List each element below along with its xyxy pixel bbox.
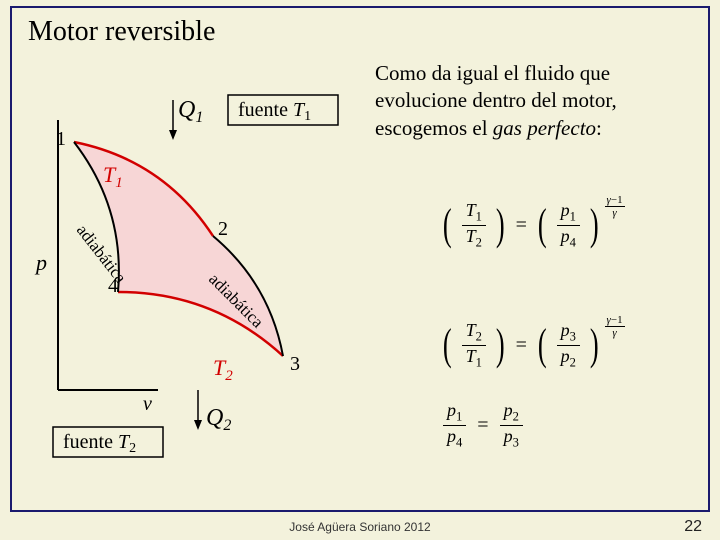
pv-diagram: fuente T1 Q1 T1 T2 adiabática adiabática… <box>28 60 378 430</box>
q1-label: Q1 <box>178 97 203 126</box>
body-text-em: gas perfecto <box>493 116 596 140</box>
fuente-t1-box: fuente T1 <box>228 95 338 125</box>
svg-text:fuente T2: fuente T2 <box>63 431 136 456</box>
body-text-post: : <box>596 116 602 140</box>
pt2-label: 2 <box>218 218 228 240</box>
pt4-label: 4 <box>108 275 118 297</box>
t2-label: T2 <box>213 355 233 384</box>
footer-author: José Agüera Soriano 2012 <box>0 520 720 534</box>
v-axis-label: v <box>143 393 152 415</box>
q2-arrowhead <box>194 420 202 430</box>
equation-2: ( T2 T1 ) = ( p3 p2 )γ−1γ <box>440 320 700 370</box>
pt1-label: 1 <box>56 128 66 150</box>
equation-1: ( T1 T2 ) = ( p1 p4 )γ−1γ <box>440 200 700 250</box>
q2-label: Q2 <box>206 405 231 434</box>
svg-text:fuente T1: fuente T1 <box>238 99 311 124</box>
slide-title: Motor reversible <box>28 16 215 48</box>
p-axis-label: p <box>34 250 47 275</box>
pt3-label: 3 <box>290 353 300 375</box>
fuente-t2-box: fuente T2 <box>53 427 163 457</box>
equation-3: p1 p4 = p2 p3 <box>440 400 700 450</box>
page-number: 22 <box>684 518 702 536</box>
body-paragraph: Como da igual el fluido que evolucione d… <box>375 60 705 142</box>
q1-arrowhead <box>169 130 177 140</box>
